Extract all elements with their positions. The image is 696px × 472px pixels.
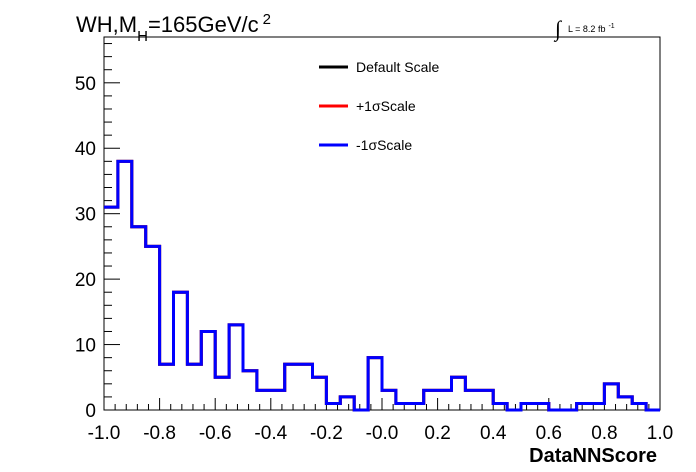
series-line-2 bbox=[104, 159, 660, 412]
y-tick-label: 20 bbox=[75, 270, 96, 291]
legend-label-default: Default Scale bbox=[356, 59, 439, 75]
y-tick-label: 50 bbox=[75, 74, 96, 95]
x-tick-label: 0.2 bbox=[424, 423, 450, 444]
lumi-text: L = 8.2 fb bbox=[568, 24, 605, 34]
histogram-series bbox=[104, 159, 660, 412]
legend-label-minus1sigma: -1σScale bbox=[356, 137, 412, 153]
x-tick-label: -0.0 bbox=[366, 423, 399, 444]
lumi-superscript: -1 bbox=[608, 23, 614, 30]
legend-label-plus1sigma: +1σScale bbox=[356, 98, 416, 114]
y-tick-label: 0 bbox=[85, 401, 96, 422]
x-tick-label: -0.8 bbox=[143, 423, 176, 444]
x-tick-label: 0.8 bbox=[591, 423, 617, 444]
lumi-integral-sign: ∫ bbox=[553, 16, 563, 42]
x-tick-label: -1.0 bbox=[88, 423, 121, 444]
chart-title-superscript: 2 bbox=[263, 11, 271, 28]
x-tick-labels: -1.0 -0.8 -0.6 -0.4 -0.2 -0.0 0.2 0.4 0.6 0.8 1.0 bbox=[88, 423, 674, 444]
y-tick-label: 40 bbox=[75, 139, 96, 160]
x-tick-label: -0.2 bbox=[310, 423, 343, 444]
x-axis-title: DataNNScore bbox=[529, 445, 657, 467]
y-tick-labels: 0 10 20 30 40 50 bbox=[75, 74, 96, 422]
x-tick-label: -0.4 bbox=[254, 423, 287, 444]
chart-title-suffix: =165GeV/c bbox=[148, 12, 259, 37]
lumi-label: L = 8.2 fb -1 bbox=[568, 23, 615, 34]
x-tick-label: 0.4 bbox=[480, 423, 507, 444]
x-tick-label: 1.0 bbox=[647, 423, 673, 444]
legend: Default Scale +1σScale -1σScale bbox=[319, 59, 439, 153]
x-tick-label: 0.6 bbox=[536, 423, 562, 444]
y-tick-label: 10 bbox=[75, 336, 96, 357]
y-tick-label: 30 bbox=[75, 205, 96, 226]
x-tick-label: -0.6 bbox=[199, 423, 232, 444]
chart-title-prefix: WH,M bbox=[76, 12, 137, 37]
axis-ticks bbox=[103, 43, 661, 411]
